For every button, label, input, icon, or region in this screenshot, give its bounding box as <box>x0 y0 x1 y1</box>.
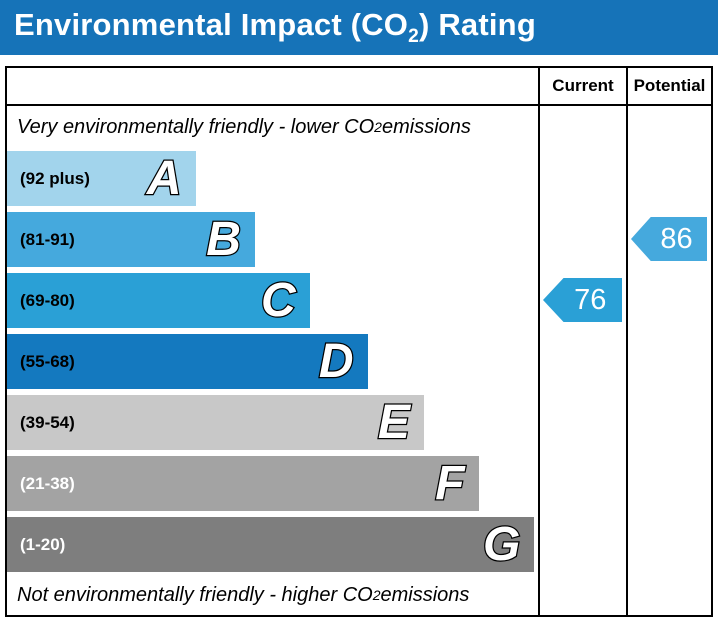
band-bar-c: (69-80) C <box>7 273 310 328</box>
potential-column-header: Potential <box>626 68 711 104</box>
current-column-header: Current <box>538 68 626 104</box>
bottom-caption: Not environmentally friendly - higher CO… <box>7 575 538 615</box>
band-range-label: (1-20) <box>20 534 66 554</box>
current-column: 76 <box>538 106 626 615</box>
band-range-label: (92 plus) <box>20 168 90 188</box>
band-range-label: (69-80) <box>20 290 75 310</box>
rating-table: Current Potential Very environmentally f… <box>5 66 713 617</box>
band-row-a: (92 plus) A <box>7 148 538 209</box>
chart-title-bar: Environmental Impact (CO2) Rating <box>0 0 718 55</box>
band-range-label: (21-38) <box>20 473 75 493</box>
band-letter: G <box>482 517 522 571</box>
potential-column: 86 <box>626 106 711 615</box>
band-range-label: (81-91) <box>20 229 75 249</box>
potential-rating-value: 86 <box>660 222 693 255</box>
chart-title: Environmental Impact (CO2) Rating <box>14 7 536 48</box>
band-letter: D <box>318 334 355 388</box>
band-letter: F <box>434 456 466 510</box>
rating-bands: (92 plus) A (81-91) B (69-80) C (55-68) D (39-54… <box>7 148 538 575</box>
band-range-label: (55-68) <box>20 351 75 371</box>
top-caption-post: emissions <box>381 115 471 138</box>
band-bar-g: (1-20) G <box>7 517 535 572</box>
top-caption-pre: Very environmentally friendly - lower CO <box>17 115 375 138</box>
band-row-b: (81-91) B <box>7 209 538 270</box>
current-rating-value: 76 <box>574 283 607 316</box>
rating-table-body: Very environmentally friendly - lower CO… <box>7 106 711 615</box>
band-letter: B <box>205 212 242 266</box>
top-caption-sub: 2 <box>374 119 382 135</box>
rating-table-header: Current Potential <box>7 68 711 106</box>
bands-area: Very environmentally friendly - lower CO… <box>7 106 538 615</box>
band-bar-a: (92 plus) A <box>7 151 196 206</box>
potential-rating-arrow: 86 <box>631 217 707 261</box>
top-caption: Very environmentally friendly - lower CO… <box>7 106 538 148</box>
band-range-label: (39-54) <box>20 412 75 432</box>
chart-title-pre: Environmental Impact (CO <box>14 6 409 42</box>
chart-title-post: ) Rating <box>418 6 536 42</box>
band-row-f: (21-38) F <box>7 453 538 514</box>
band-row-d: (55-68) D <box>7 331 538 392</box>
chart-title-sub: 2 <box>408 26 419 48</box>
band-letter: E <box>377 395 412 449</box>
bottom-caption-post: emissions <box>380 583 470 606</box>
band-row-g: (1-20) G <box>7 514 538 575</box>
band-letter: A <box>146 151 183 205</box>
bottom-caption-pre: Not environmentally friendly - higher CO <box>17 583 373 606</box>
band-row-c: (69-80) C <box>7 270 538 331</box>
band-bar-e: (39-54) E <box>7 395 424 450</box>
band-bar-f: (21-38) F <box>7 456 479 511</box>
header-spacer <box>7 68 538 104</box>
band-bar-d: (55-68) D <box>7 334 368 389</box>
band-letter: C <box>260 273 297 327</box>
bottom-caption-sub: 2 <box>372 587 381 603</box>
band-row-e: (39-54) E <box>7 392 538 453</box>
current-rating-arrow: 76 <box>543 278 622 322</box>
band-bar-b: (81-91) B <box>7 212 255 267</box>
